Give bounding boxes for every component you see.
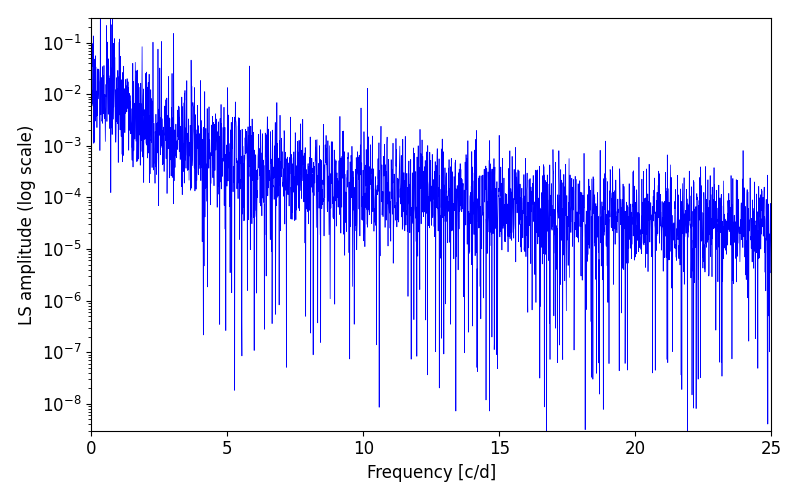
X-axis label: Frequency [c/d]: Frequency [c/d] [366,464,496,482]
Y-axis label: LS amplitude (log scale): LS amplitude (log scale) [18,124,36,324]
